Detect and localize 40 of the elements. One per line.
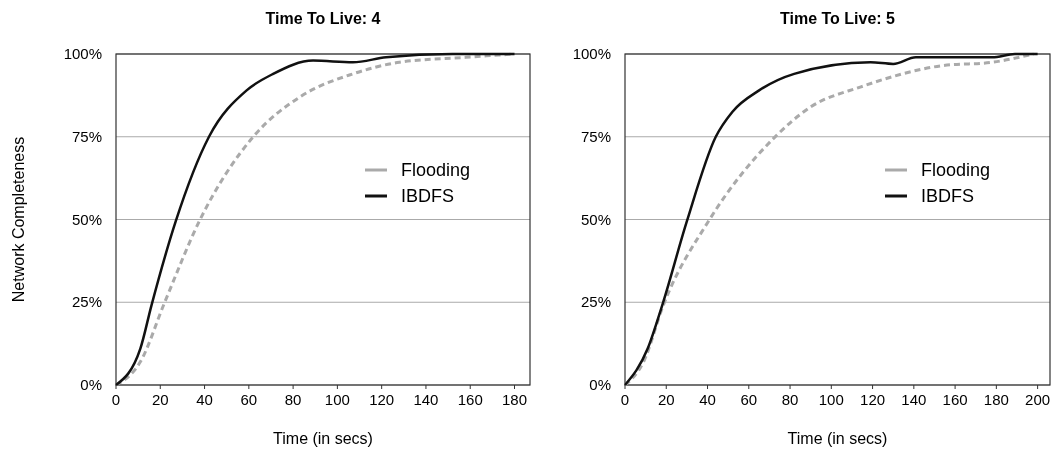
y-tick-label: 100% (572, 45, 611, 62)
y-tick-label: 75% (580, 127, 611, 145)
x-tick-label: 140 (413, 391, 439, 408)
x-tick-label: 0 (111, 391, 121, 408)
y-tick-label: 25% (580, 293, 611, 311)
y-tick-label: 0% (80, 376, 102, 393)
x-tick-label: 100 (818, 391, 844, 408)
x-tick-label: 20 (657, 391, 675, 408)
y-axis-title: Network Completeness (10, 136, 27, 303)
x-tick-label: 80 (781, 391, 799, 408)
x-axis-title: Time (in secs) (273, 430, 373, 447)
x-tick-label: 60 (240, 391, 258, 408)
x-tick-label: 200 (1025, 391, 1051, 408)
x-tick-label: 40 (196, 391, 213, 408)
chart-title: Time To Live: 5 (780, 10, 896, 27)
x-tick-label: 120 (369, 391, 395, 408)
x-tick-label: 0 (620, 391, 630, 408)
x-tick-label: 180 (501, 391, 528, 408)
chart-title: Time To Live: 4 (265, 10, 381, 27)
y-tick-label: 25% (71, 293, 102, 311)
x-tick-label: 160 (942, 391, 968, 408)
legend-label: Flooding (921, 160, 991, 180)
x-axis-title: Time (in secs) (787, 430, 888, 447)
x-tick-label: 160 (457, 391, 483, 408)
legend-label: IBDFS (921, 186, 975, 206)
x-tick-label: 20 (151, 391, 169, 408)
legend-label: Flooding (401, 160, 471, 180)
x-tick-label: 100 (324, 391, 350, 408)
x-tick-label: 40 (699, 391, 716, 408)
y-tick-label: 50% (71, 210, 102, 228)
legend-label: IBDFS (401, 186, 455, 206)
x-tick-label: 120 (860, 391, 886, 408)
x-tick-label: 60 (740, 391, 758, 408)
y-tick-label: 100% (63, 45, 102, 62)
x-tick-label: 80 (284, 391, 302, 408)
x-tick-label: 140 (901, 391, 927, 408)
y-tick-label: 50% (580, 210, 611, 228)
y-tick-label: 75% (71, 127, 102, 145)
x-tick-label: 180 (983, 391, 1009, 408)
y-tick-label: 0% (589, 376, 611, 393)
